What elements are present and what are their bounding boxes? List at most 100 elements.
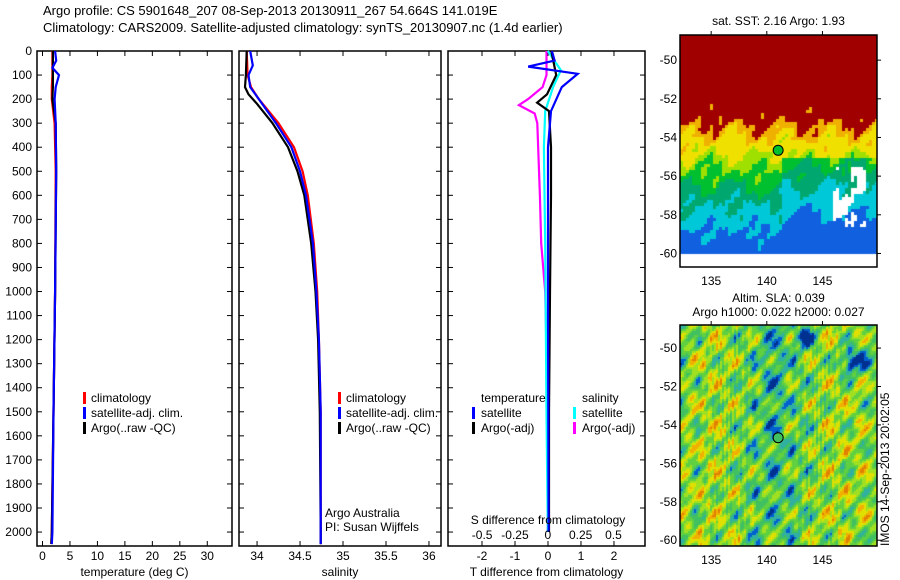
legend-label: satellite — [582, 406, 623, 420]
y-tick-label: -60 — [660, 533, 678, 547]
series-salinity-argo-adj- — [516, 51, 549, 532]
sst-map-box — [679, 34, 878, 268]
x2-tick-label: -0.5 — [472, 528, 493, 542]
y-tick-label: -56 — [660, 169, 678, 183]
legend-label: satellite-adj. clim. — [91, 406, 183, 420]
imos-watermark: IMOS 14-Sep-2013 20:02:05 — [878, 392, 892, 546]
legend-label: Argo(-adj) — [481, 421, 534, 435]
y-tick-label: 0 — [25, 44, 32, 58]
x-tick-label: -1 — [510, 549, 521, 563]
legend-swatch — [83, 422, 86, 434]
y-tick-label: -56 — [660, 456, 678, 470]
y-tick-label: 500 — [12, 164, 32, 178]
x-tick-label: 0 — [545, 549, 552, 563]
legend-swatch — [338, 407, 341, 419]
salinity-axes-box — [238, 50, 442, 547]
legend-swatch — [472, 422, 475, 434]
legend-swatch — [338, 392, 341, 404]
y-tick-label: 1400 — [5, 381, 32, 395]
y-tick-label: 700 — [12, 212, 32, 226]
annotation: PI: Susan Wijffels — [325, 520, 419, 534]
argo-location-marker — [772, 432, 784, 444]
legend-label: Argo(-adj) — [582, 421, 635, 435]
legend-swatch — [573, 407, 576, 419]
legend-label: climatology — [346, 391, 406, 405]
y-tick-label: 1200 — [5, 333, 32, 347]
series-argo-raw-qc- — [243, 50, 322, 545]
x-tick-label: 5 — [67, 549, 74, 563]
x2-tick-label: -0.25 — [501, 528, 529, 542]
legend-heading: temperature — [481, 391, 546, 405]
y-tick-label: -52 — [660, 379, 678, 393]
x-tick-label: 36 — [422, 549, 436, 563]
x-tick-label: 34 — [250, 549, 264, 563]
x-tick-label: 34.5 — [288, 549, 312, 563]
x-tick-label: 20 — [146, 549, 160, 563]
y-tick-label: 1100 — [6, 309, 32, 323]
y-tick-label: -58 — [660, 495, 678, 509]
x2-tick-label: 0.25 — [569, 528, 593, 542]
series-satellite-adj-clim- — [50, 50, 61, 545]
salinity-xlabel: salinity — [322, 565, 359, 579]
x-tick-label: 135 — [701, 274, 721, 288]
y-tick-label: 900 — [12, 260, 32, 274]
y-tick-label: 1800 — [5, 477, 32, 491]
legend-swatch — [83, 407, 86, 419]
y-tick-label: 1500 — [5, 405, 32, 419]
x2-tick-label: 0 — [544, 528, 551, 542]
series-salinity-satellite — [542, 50, 563, 533]
x-tick-label: 140 — [757, 274, 777, 288]
series-temperature-satellite — [527, 50, 581, 533]
legend-swatch — [573, 422, 576, 434]
x-tick-label: 15 — [118, 549, 132, 563]
y-tick-label: -50 — [660, 341, 678, 355]
y-tick-label: 1000 — [5, 285, 32, 299]
series-satellite-adj-clim- — [247, 50, 322, 545]
legend-label: climatology — [91, 391, 151, 405]
legend-swatch — [338, 422, 341, 434]
x2-label: S difference from climatology — [471, 513, 626, 527]
sla-map-box — [679, 324, 878, 547]
x-tick-label: 25 — [173, 549, 187, 563]
legend-label: Argo(..raw -QC) — [346, 421, 431, 435]
legend-label: satellite — [481, 406, 522, 420]
y-tick-label: 1900 — [5, 501, 32, 515]
argo-location-marker — [772, 144, 784, 156]
x-tick-label: 145 — [812, 553, 832, 567]
legend-swatch — [83, 392, 86, 404]
y-tick-label: -58 — [660, 208, 678, 222]
y-tick-label: 1600 — [5, 429, 32, 443]
x-tick-label: 135 — [701, 553, 721, 567]
sla-map-title: Argo h1000: 0.022 h2000: 0.027 — [692, 305, 864, 319]
x-tick-label: 0 — [39, 549, 46, 563]
y-tick-label: 1700 — [5, 453, 32, 467]
x-tick-label: 1 — [578, 549, 585, 563]
legend-label: satellite-adj. clim. — [346, 406, 438, 420]
difference-xlabel: T difference from climatology — [470, 565, 624, 579]
title-line-2: Climatology: CARS2009. Satellite-adjuste… — [43, 20, 563, 35]
y-tick-label: 300 — [12, 116, 32, 130]
y-tick-label: -52 — [660, 92, 678, 106]
y-tick-label: 800 — [12, 236, 32, 250]
series-climatology — [245, 50, 322, 545]
y-tick-label: 2000 — [5, 525, 32, 539]
legend-label: Argo(..raw -QC) — [91, 421, 176, 435]
sla-map-title: Altim. SLA: 0.039 — [732, 291, 825, 305]
y-tick-label: 400 — [12, 140, 32, 154]
temperature-axes-box — [36, 50, 233, 547]
x-tick-label: 35.5 — [374, 549, 398, 563]
legend-swatch — [472, 407, 475, 419]
annotation: Argo Australia — [325, 506, 400, 520]
x-tick-label: 35 — [336, 549, 350, 563]
y-tick-label: 1300 — [5, 357, 32, 371]
legend-heading: salinity — [582, 391, 619, 405]
y-tick-label: -54 — [660, 418, 678, 432]
y-tick-label: 600 — [12, 188, 32, 202]
y-tick-label: 100 — [12, 68, 32, 82]
title-line-1: Argo profile: CS 5901648_207 08-Sep-2013… — [43, 3, 498, 18]
x-tick-label: 140 — [757, 553, 777, 567]
y-tick-label: -60 — [660, 246, 678, 260]
x2-tick-label: 0.5 — [605, 528, 622, 542]
